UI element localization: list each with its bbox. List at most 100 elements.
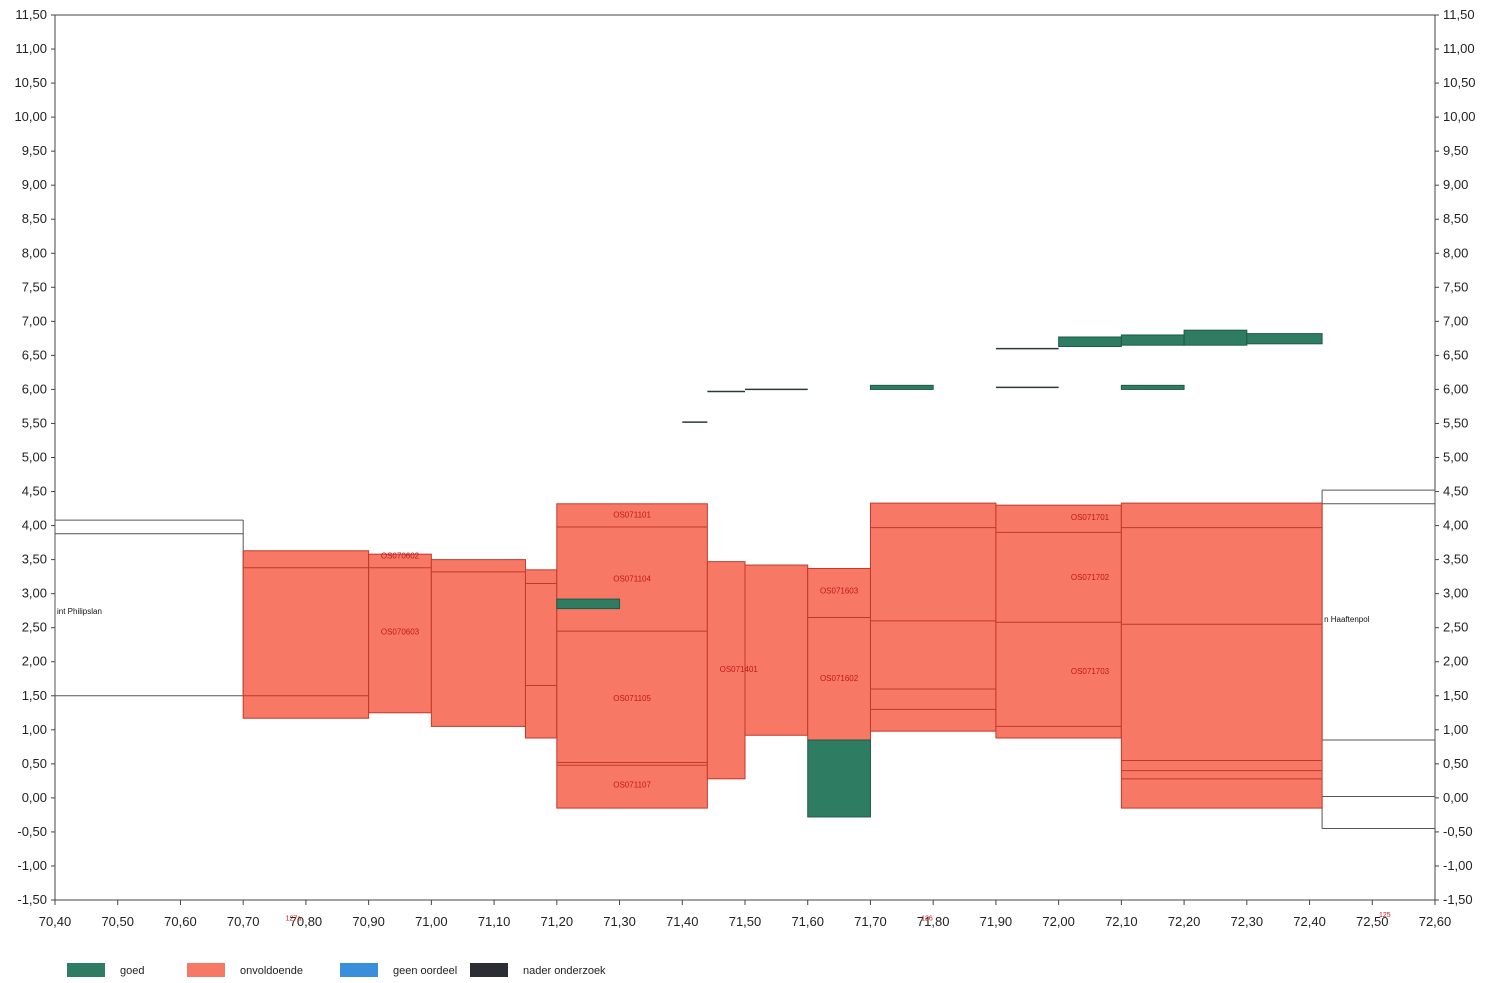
section-label: OS071107 xyxy=(613,781,651,790)
x-tick-label: 70,70 xyxy=(227,914,260,929)
goed-segment xyxy=(1183,329,1248,346)
y-tick-label-left: 3,50 xyxy=(22,552,47,567)
y-tick-label-right: 10,50 xyxy=(1443,75,1476,90)
km-marker-label: 127a xyxy=(286,915,302,922)
x-tick-label: 70,80 xyxy=(290,914,323,929)
y-tick-label-left: 10,00 xyxy=(14,109,47,124)
legend-swatch xyxy=(187,963,225,977)
y-tick-label-left: 7,50 xyxy=(22,279,47,294)
section-label: OS070603 xyxy=(381,628,420,637)
y-tick-label-left: 10,50 xyxy=(14,75,47,90)
x-tick-label: 71,60 xyxy=(791,914,824,929)
goed-segment xyxy=(1120,384,1185,390)
x-tick-label: 71,10 xyxy=(478,914,511,929)
onvoldoende-segment xyxy=(869,502,997,732)
y-tick-label-right: 9,50 xyxy=(1443,143,1468,158)
y-tick-label-left: 2,50 xyxy=(22,620,47,635)
y-tick-label-left: 6,50 xyxy=(22,347,47,362)
legend-swatch xyxy=(67,963,105,977)
y-tick-label-left: 3,00 xyxy=(22,586,47,601)
x-tick-label: 72,40 xyxy=(1293,914,1326,929)
y-tick-label-left: 0,50 xyxy=(22,756,47,771)
x-tick-label: 70,60 xyxy=(164,914,197,929)
y-tick-label-right: 3,50 xyxy=(1443,552,1468,567)
onvoldoende-segment xyxy=(1120,502,1323,809)
y-tick-label-left: 11,50 xyxy=(15,7,47,22)
x-tick-label: 72,50 xyxy=(1356,914,1389,929)
x-tick-label: 71,40 xyxy=(666,914,699,929)
y-tick-label-left: 9,50 xyxy=(22,143,47,158)
side-location-label: int Philipslan xyxy=(57,607,102,616)
chart-canvas: 11,50 11,50 11,00 11,00 10,50 10,50 10,00 10,00… xyxy=(14,7,1476,929)
legend-label: geen oordeel xyxy=(393,965,458,977)
legend-label: nader onderzoek xyxy=(523,965,606,977)
y-tick-label-right: -0,50 xyxy=(1443,824,1473,839)
y-tick-label-right: 0,00 xyxy=(1443,790,1468,805)
y-tick-label-left: 9,00 xyxy=(22,177,47,192)
goed-segment xyxy=(807,739,871,818)
onvoldoende-segment xyxy=(995,504,1122,739)
y-tick-label-right: 11,50 xyxy=(1443,7,1475,22)
x-tick-label: 70,40 xyxy=(39,914,72,929)
y-tick-label-right: 7,50 xyxy=(1443,279,1468,294)
x-tick-label: 72,20 xyxy=(1168,914,1201,929)
section-label: OS071703 xyxy=(1071,667,1110,676)
y-tick-label-left: 4,00 xyxy=(22,518,47,533)
y-tick-label-right: 5,00 xyxy=(1443,450,1468,465)
section-label: OS071702 xyxy=(1071,573,1110,582)
legend-swatch xyxy=(470,963,508,977)
onvoldoende-segment xyxy=(242,550,370,719)
y-tick-label-right: 9,00 xyxy=(1443,177,1468,192)
goed-segment xyxy=(1246,333,1323,345)
goed-segment xyxy=(1120,334,1185,346)
section-label: OS071101 xyxy=(613,510,651,519)
x-tick-label: 71,30 xyxy=(603,914,636,929)
goed-segment xyxy=(869,384,934,390)
y-tick-label-right: 1,50 xyxy=(1443,688,1468,703)
y-tick-label-left: 11,00 xyxy=(15,41,47,56)
y-tick-label-left: 5,50 xyxy=(22,415,47,430)
x-tick-label: 72,30 xyxy=(1231,914,1264,929)
onvoldoende-segment xyxy=(524,569,558,739)
y-tick-label-left: -1,00 xyxy=(17,858,47,873)
x-tick-label: 71,50 xyxy=(729,914,762,929)
y-tick-label-left: 2,00 xyxy=(22,654,47,669)
x-tick-label: 71,80 xyxy=(917,914,950,929)
x-tick-label: 71,20 xyxy=(541,914,574,929)
section-label: OS071104 xyxy=(613,574,651,583)
section-label: OS071602 xyxy=(820,674,859,683)
km-marker-label: 126 xyxy=(921,915,933,922)
y-tick-label-right: 4,50 xyxy=(1443,484,1468,499)
section-label: OS071603 xyxy=(820,587,859,596)
x-tick-label: 70,90 xyxy=(352,914,385,929)
y-tick-label-right: -1,00 xyxy=(1443,858,1473,873)
section-label: OS071401 xyxy=(720,665,759,674)
x-tick-label: 71,70 xyxy=(854,914,887,929)
y-tick-label-left: 8,00 xyxy=(22,245,47,260)
onvoldoende-segment xyxy=(556,503,708,809)
y-tick-label-left: 7,00 xyxy=(22,313,47,328)
onvoldoende-segment xyxy=(807,567,871,741)
onvoldoende-segment xyxy=(430,559,526,727)
section-label: OS071105 xyxy=(613,694,651,703)
onvoldoende-segment xyxy=(368,553,432,714)
section-label: OS071701 xyxy=(1071,513,1110,522)
y-tick-label-left: 0,00 xyxy=(22,790,47,805)
y-tick-label-right: 6,50 xyxy=(1443,347,1468,362)
y-tick-label-left: -0,50 xyxy=(17,824,47,839)
y-tick-label-right: 7,00 xyxy=(1443,313,1468,328)
legend-label: goed xyxy=(120,965,145,977)
x-tick-label: 71,90 xyxy=(980,914,1013,929)
y-tick-label-right: 5,50 xyxy=(1443,415,1468,430)
y-tick-label-left: 8,50 xyxy=(22,211,47,226)
goed-segment xyxy=(556,598,621,610)
x-tick-label: 70,50 xyxy=(101,914,134,929)
y-tick-label-left: 1,50 xyxy=(22,688,47,703)
side-location-label: n Haaftenpol xyxy=(1324,615,1370,624)
legend-label: onvoldoende xyxy=(240,965,304,977)
x-tick-label: 72,10 xyxy=(1105,914,1138,929)
onvoldoende-segment xyxy=(744,564,809,736)
section-label: OS070602 xyxy=(381,551,420,560)
x-tick-label: 72,60 xyxy=(1419,914,1452,929)
x-tick-label: 72,00 xyxy=(1042,914,1075,929)
